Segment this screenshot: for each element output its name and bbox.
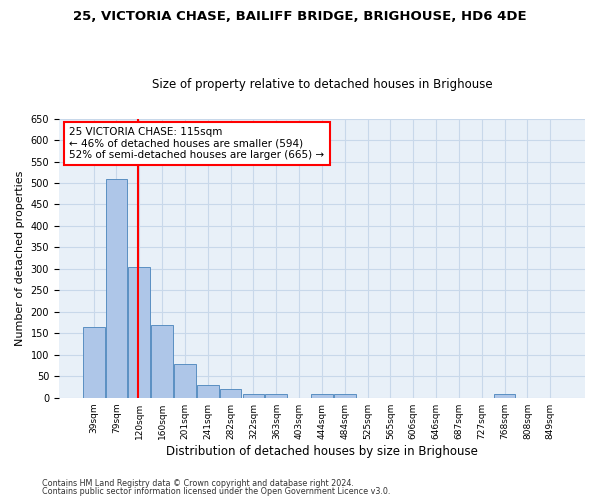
Bar — [83, 327, 104, 398]
Y-axis label: Number of detached properties: Number of detached properties — [15, 170, 25, 346]
Text: 25 VICTORIA CHASE: 115sqm
← 46% of detached houses are smaller (594)
52% of semi: 25 VICTORIA CHASE: 115sqm ← 46% of detac… — [70, 127, 325, 160]
Bar — [242, 394, 265, 398]
Bar — [128, 266, 150, 398]
Bar — [220, 389, 241, 398]
Bar — [174, 364, 196, 398]
Text: 25, VICTORIA CHASE, BAILIFF BRIDGE, BRIGHOUSE, HD6 4DE: 25, VICTORIA CHASE, BAILIFF BRIDGE, BRIG… — [73, 10, 527, 23]
Text: Contains HM Land Registry data © Crown copyright and database right 2024.: Contains HM Land Registry data © Crown c… — [42, 478, 354, 488]
Bar — [106, 178, 127, 398]
Bar — [334, 394, 356, 398]
Bar — [311, 394, 333, 398]
Text: Contains public sector information licensed under the Open Government Licence v3: Contains public sector information licen… — [42, 487, 391, 496]
X-axis label: Distribution of detached houses by size in Brighouse: Distribution of detached houses by size … — [166, 444, 478, 458]
Title: Size of property relative to detached houses in Brighouse: Size of property relative to detached ho… — [152, 78, 492, 91]
Bar — [494, 394, 515, 398]
Bar — [151, 324, 173, 398]
Bar — [265, 394, 287, 398]
Bar — [197, 385, 218, 398]
